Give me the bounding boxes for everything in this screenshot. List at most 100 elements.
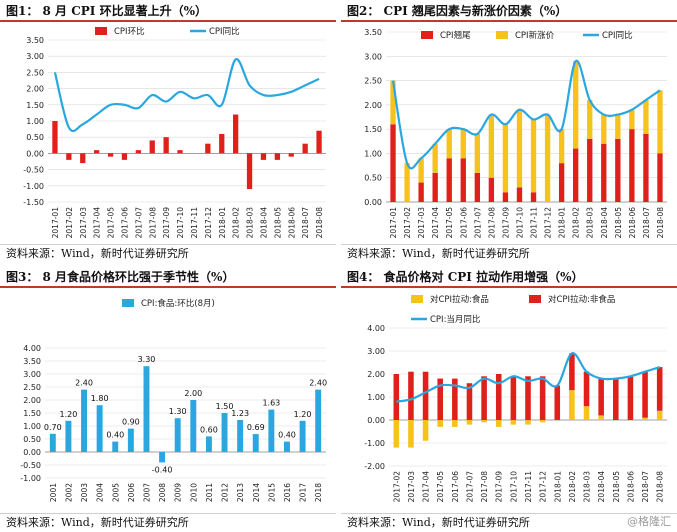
- bar-mark: [510, 376, 517, 420]
- x-tick-label: 2017-02: [392, 471, 401, 503]
- x-tick-label: 2018-04: [597, 471, 606, 503]
- x-tick-label: 2017-03: [79, 207, 88, 239]
- bar-mark: [49, 433, 56, 452]
- y-tick-label: 3.50: [26, 36, 44, 45]
- chart-title: 图1： 8 月 CPI 环比显著上升（%）: [0, 0, 336, 22]
- bar-mark: [143, 366, 150, 452]
- y-tick-label: 0.00: [367, 416, 385, 425]
- bar-mark: [488, 177, 495, 202]
- data-label: 0.40: [106, 431, 124, 440]
- x-tick-label: 2018-04: [259, 207, 268, 239]
- x-tick-label: 2018: [314, 483, 323, 502]
- x-tick-label: 2017-05: [436, 471, 445, 503]
- x-tick-label: 2017-10: [515, 207, 524, 239]
- bar-mark: [177, 150, 183, 154]
- bar-mark: [452, 420, 458, 427]
- bar-mark: [525, 420, 531, 425]
- x-tick-label: 2018-06: [626, 471, 635, 503]
- x-tick-label: 2017-02: [403, 207, 412, 239]
- bar-mark: [432, 143, 438, 173]
- y-tick-label: 3.00: [367, 347, 385, 356]
- data-label: 2.40: [75, 379, 93, 388]
- y-tick-label: 1.00: [364, 149, 382, 158]
- chart-panel-1: 图1： 8 月 CPI 环比显著上升（%） 3.50 3.00 2.50 2.00 1.…: [0, 0, 336, 262]
- bar-mark: [516, 109, 523, 188]
- bar-mark: [481, 420, 487, 423]
- x-tick-label: 2017-07: [465, 471, 474, 503]
- data-label: 0.60: [200, 425, 218, 434]
- legend-swatch: [529, 295, 541, 303]
- bar-mark: [65, 420, 72, 452]
- data-label: 1.30: [169, 407, 187, 416]
- bar-mark: [627, 376, 634, 420]
- x-tick-label: 2018-06: [287, 207, 296, 239]
- bar-mark: [460, 129, 466, 159]
- bar-mark: [554, 385, 561, 420]
- x-tick-label: 2018-06: [628, 207, 637, 239]
- legend-label: CPI同比: [602, 30, 633, 41]
- legend-swatch: [95, 27, 107, 35]
- bar-mark: [302, 143, 308, 154]
- x-tick-label: 2018-01: [553, 471, 562, 503]
- data-label: -0.40: [152, 465, 173, 474]
- x-tick-label: 2018-05: [612, 471, 621, 503]
- x-tick-label: 2017-08: [480, 471, 489, 503]
- series-line: [53, 58, 320, 133]
- x-tick-label: 2017-06: [451, 471, 460, 503]
- bar-mark: [474, 134, 480, 173]
- x-tick-label: 2013: [236, 483, 245, 502]
- bar-mark: [629, 109, 635, 130]
- x-tick-label: 2015: [267, 483, 276, 502]
- chart-svg: 4.00 3.50 3.00 2.50 2.00 1.50 1.00 0.50 0.00 -0.5…: [20, 298, 327, 502]
- x-tick-label: 2017-03: [417, 207, 426, 239]
- bar-mark: [390, 80, 396, 125]
- x-tick-label: 2005: [111, 483, 120, 502]
- x-tick-label: 2007: [142, 483, 151, 502]
- bar-mark: [601, 114, 607, 144]
- legend-label: CPI:食品:环比(8月): [141, 298, 215, 309]
- bar-mark: [558, 129, 565, 164]
- y-tick-label: -1.00: [364, 439, 385, 448]
- chart-panel-2: 图2： CPI 翘尾因素与新涨价因素（%） 3.50 3.00 2.50 2.00 1.…: [341, 0, 677, 262]
- chart-panel-4: 图4： 食品价格对 CPI 拉动作用增强（%） 4.00 3.00 2.00 1.00…: [341, 266, 677, 531]
- series-line: [396, 352, 661, 403]
- x-tick-label: 2018-02: [232, 207, 241, 239]
- bar-mark: [422, 420, 429, 441]
- y-tick-label: 2.00: [23, 396, 41, 405]
- legend-swatch: [421, 31, 433, 39]
- legend-label: 对CPI拉动:食品: [430, 294, 489, 305]
- bar-mark: [174, 418, 181, 452]
- bar-mark: [544, 114, 551, 202]
- bar-mark: [94, 150, 100, 154]
- bar-mark: [432, 172, 438, 202]
- bar-mark: [316, 130, 322, 154]
- data-label: 1.23: [231, 409, 249, 418]
- bar-mark: [112, 441, 119, 452]
- data-label: 1.20: [60, 410, 78, 419]
- bar-mark: [510, 420, 517, 425]
- bar-mark: [598, 378, 604, 416]
- bar-mark: [233, 114, 239, 154]
- bar-mark: [437, 420, 443, 427]
- bar-mark: [583, 371, 590, 407]
- x-tick-label: 2017-06: [459, 207, 468, 239]
- y-tick-label: -0.50: [23, 166, 44, 175]
- legend-label: CPI:当月同比: [430, 314, 480, 325]
- bar-mark: [530, 119, 537, 193]
- x-tick-label: 2010: [189, 483, 198, 502]
- x-tick-label: 2017-09: [495, 471, 504, 503]
- y-tick-label: 2.50: [23, 383, 41, 392]
- x-tick-label: 2018-08: [656, 471, 665, 503]
- bar-mark: [598, 415, 604, 420]
- x-tick-label: 2017-02: [65, 207, 74, 239]
- bar-mark: [466, 420, 473, 425]
- bar-mark: [530, 192, 537, 202]
- y-tick-label: 0.00: [364, 198, 382, 207]
- y-tick-label: 2.00: [364, 101, 382, 110]
- chart-title: 图2： CPI 翘尾因素与新涨价因素（%）: [341, 0, 677, 22]
- x-tick-label: 2017-03: [407, 471, 416, 503]
- bar-mark: [587, 138, 593, 202]
- bar-mark: [135, 150, 141, 154]
- y-tick-label: -2.00: [364, 462, 385, 471]
- data-label: 0.90: [122, 418, 140, 427]
